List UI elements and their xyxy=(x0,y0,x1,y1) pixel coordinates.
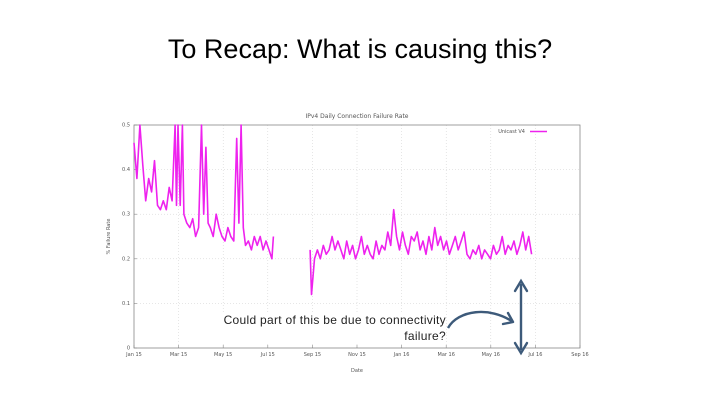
double-arrow-bottom-head xyxy=(513,341,529,356)
x-tick-label: May 16 xyxy=(482,352,500,358)
curved-arrow xyxy=(446,310,514,329)
x-tick-label: Mar 16 xyxy=(438,352,455,358)
x-tick-label: Nov 15 xyxy=(348,352,366,358)
x-tick-label: Jan 15 xyxy=(125,352,142,358)
x-tick-label: Mar 15 xyxy=(170,352,187,358)
legend-label: Unicast V4 xyxy=(498,129,525,135)
series-line-unicast-v4 xyxy=(133,124,275,260)
series-line-unicast-v4 xyxy=(309,208,533,296)
y-tick-label: 0.1 xyxy=(122,301,130,307)
x-axis-label: Date xyxy=(351,368,363,374)
curved-arrow-head xyxy=(501,311,515,326)
annotation-text: Could part of this be due to connectivit… xyxy=(200,312,446,344)
x-tick-label: May 15 xyxy=(214,352,232,358)
x-tick-label: Sep 15 xyxy=(304,352,321,358)
y-tick-label: 0.4 xyxy=(122,167,130,173)
double-arrow-top-head xyxy=(513,278,529,293)
x-tick-label: Sep 16 xyxy=(571,352,588,358)
y-tick-label: 0 xyxy=(127,346,130,352)
slide-title: To Recap: What is causing this? xyxy=(167,34,553,64)
y-tick-label: 0.3 xyxy=(122,212,130,218)
chart-title: IPv4 Daily Connection Failure Rate xyxy=(305,113,408,120)
y-tick-label: 0.5 xyxy=(122,123,130,129)
x-tick-label: Jul 16 xyxy=(527,352,542,358)
y-tick-label: 0.2 xyxy=(122,256,130,262)
y-axis-label: % Failure Rate xyxy=(106,219,112,255)
x-tick-label: Jul 15 xyxy=(260,352,275,358)
x-tick-label: Jan 16 xyxy=(393,352,410,358)
